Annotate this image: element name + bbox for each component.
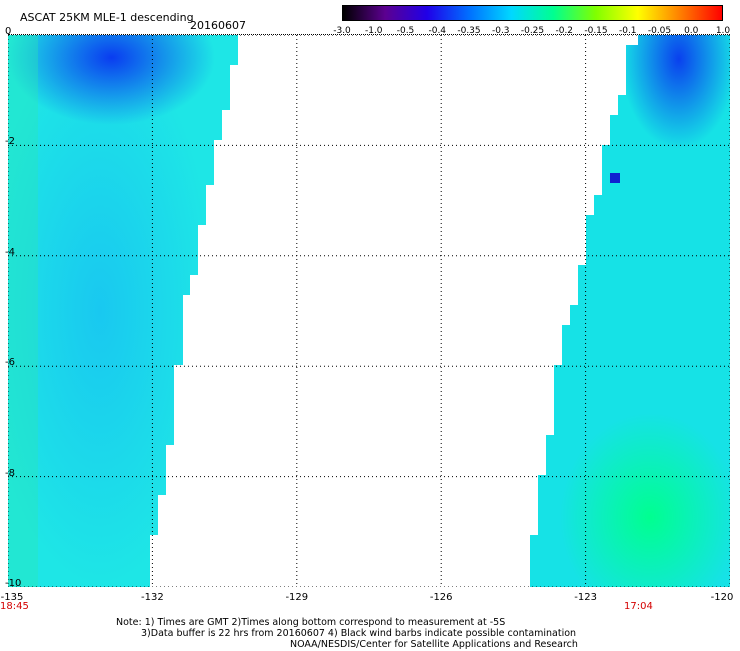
longitude-label: -135 bbox=[0, 592, 24, 603]
latitude-label: -8 bbox=[5, 467, 15, 479]
colorbar-tick-label: -0.5 bbox=[396, 26, 415, 36]
latitude-label: -10 bbox=[5, 578, 22, 589]
colorbar-tick-label: -0.15 bbox=[584, 26, 608, 36]
colorbar-tick-label: -3.0 bbox=[333, 26, 351, 36]
colorbar bbox=[342, 5, 723, 21]
colorbar-tick-label: 1.0 bbox=[715, 26, 731, 36]
footer-note-line-2: 3)Data buffer is 22 hrs from 20160607 4)… bbox=[141, 628, 577, 639]
colorbar-tick-label: 0.0 bbox=[684, 26, 699, 36]
longitude-label: -132 bbox=[141, 592, 164, 603]
longitude-label: -123 bbox=[574, 592, 597, 603]
left-swath-time: 18:45 bbox=[0, 601, 29, 612]
longitude-label: -126 bbox=[429, 592, 453, 603]
right-swath-time: 17:04 bbox=[624, 601, 653, 612]
colorbar-tick-label: -1.0 bbox=[364, 26, 383, 36]
latitude-label: -6 bbox=[5, 357, 15, 369]
latitude-label: -2 bbox=[5, 136, 15, 148]
colorbar-tick-label: -0.35 bbox=[457, 26, 481, 36]
longitude-label: -120 bbox=[710, 592, 734, 603]
footer-note-line-1: Note: 1) Times are GMT 2)Times along bot… bbox=[116, 617, 506, 628]
latitude-label: -4 bbox=[5, 246, 15, 258]
product-date: 20160607 bbox=[190, 19, 246, 32]
colorbar-tick-label: -0.4 bbox=[428, 26, 447, 36]
latitude-label: 0 bbox=[5, 26, 12, 37]
longitude-label: -129 bbox=[285, 592, 309, 603]
colorbar-tick-label: -0.05 bbox=[647, 26, 672, 36]
map-plot bbox=[7, 34, 731, 588]
colorbar-tick-label: -0.2 bbox=[555, 26, 574, 36]
colorbar-tick-label: -0.3 bbox=[491, 26, 510, 36]
colorbar-tick-label: -0.25 bbox=[520, 26, 545, 36]
map-area bbox=[7, 34, 731, 588]
left-swath bbox=[8, 35, 238, 587]
right-swath bbox=[530, 35, 730, 587]
colorbar-tick-label: -0.1 bbox=[618, 26, 637, 36]
product-title: ASCAT 25KM MLE-1 descending bbox=[20, 11, 194, 24]
footer-note-line-3: NOAA/NESDIS/Center for Satellite Applica… bbox=[290, 639, 578, 650]
